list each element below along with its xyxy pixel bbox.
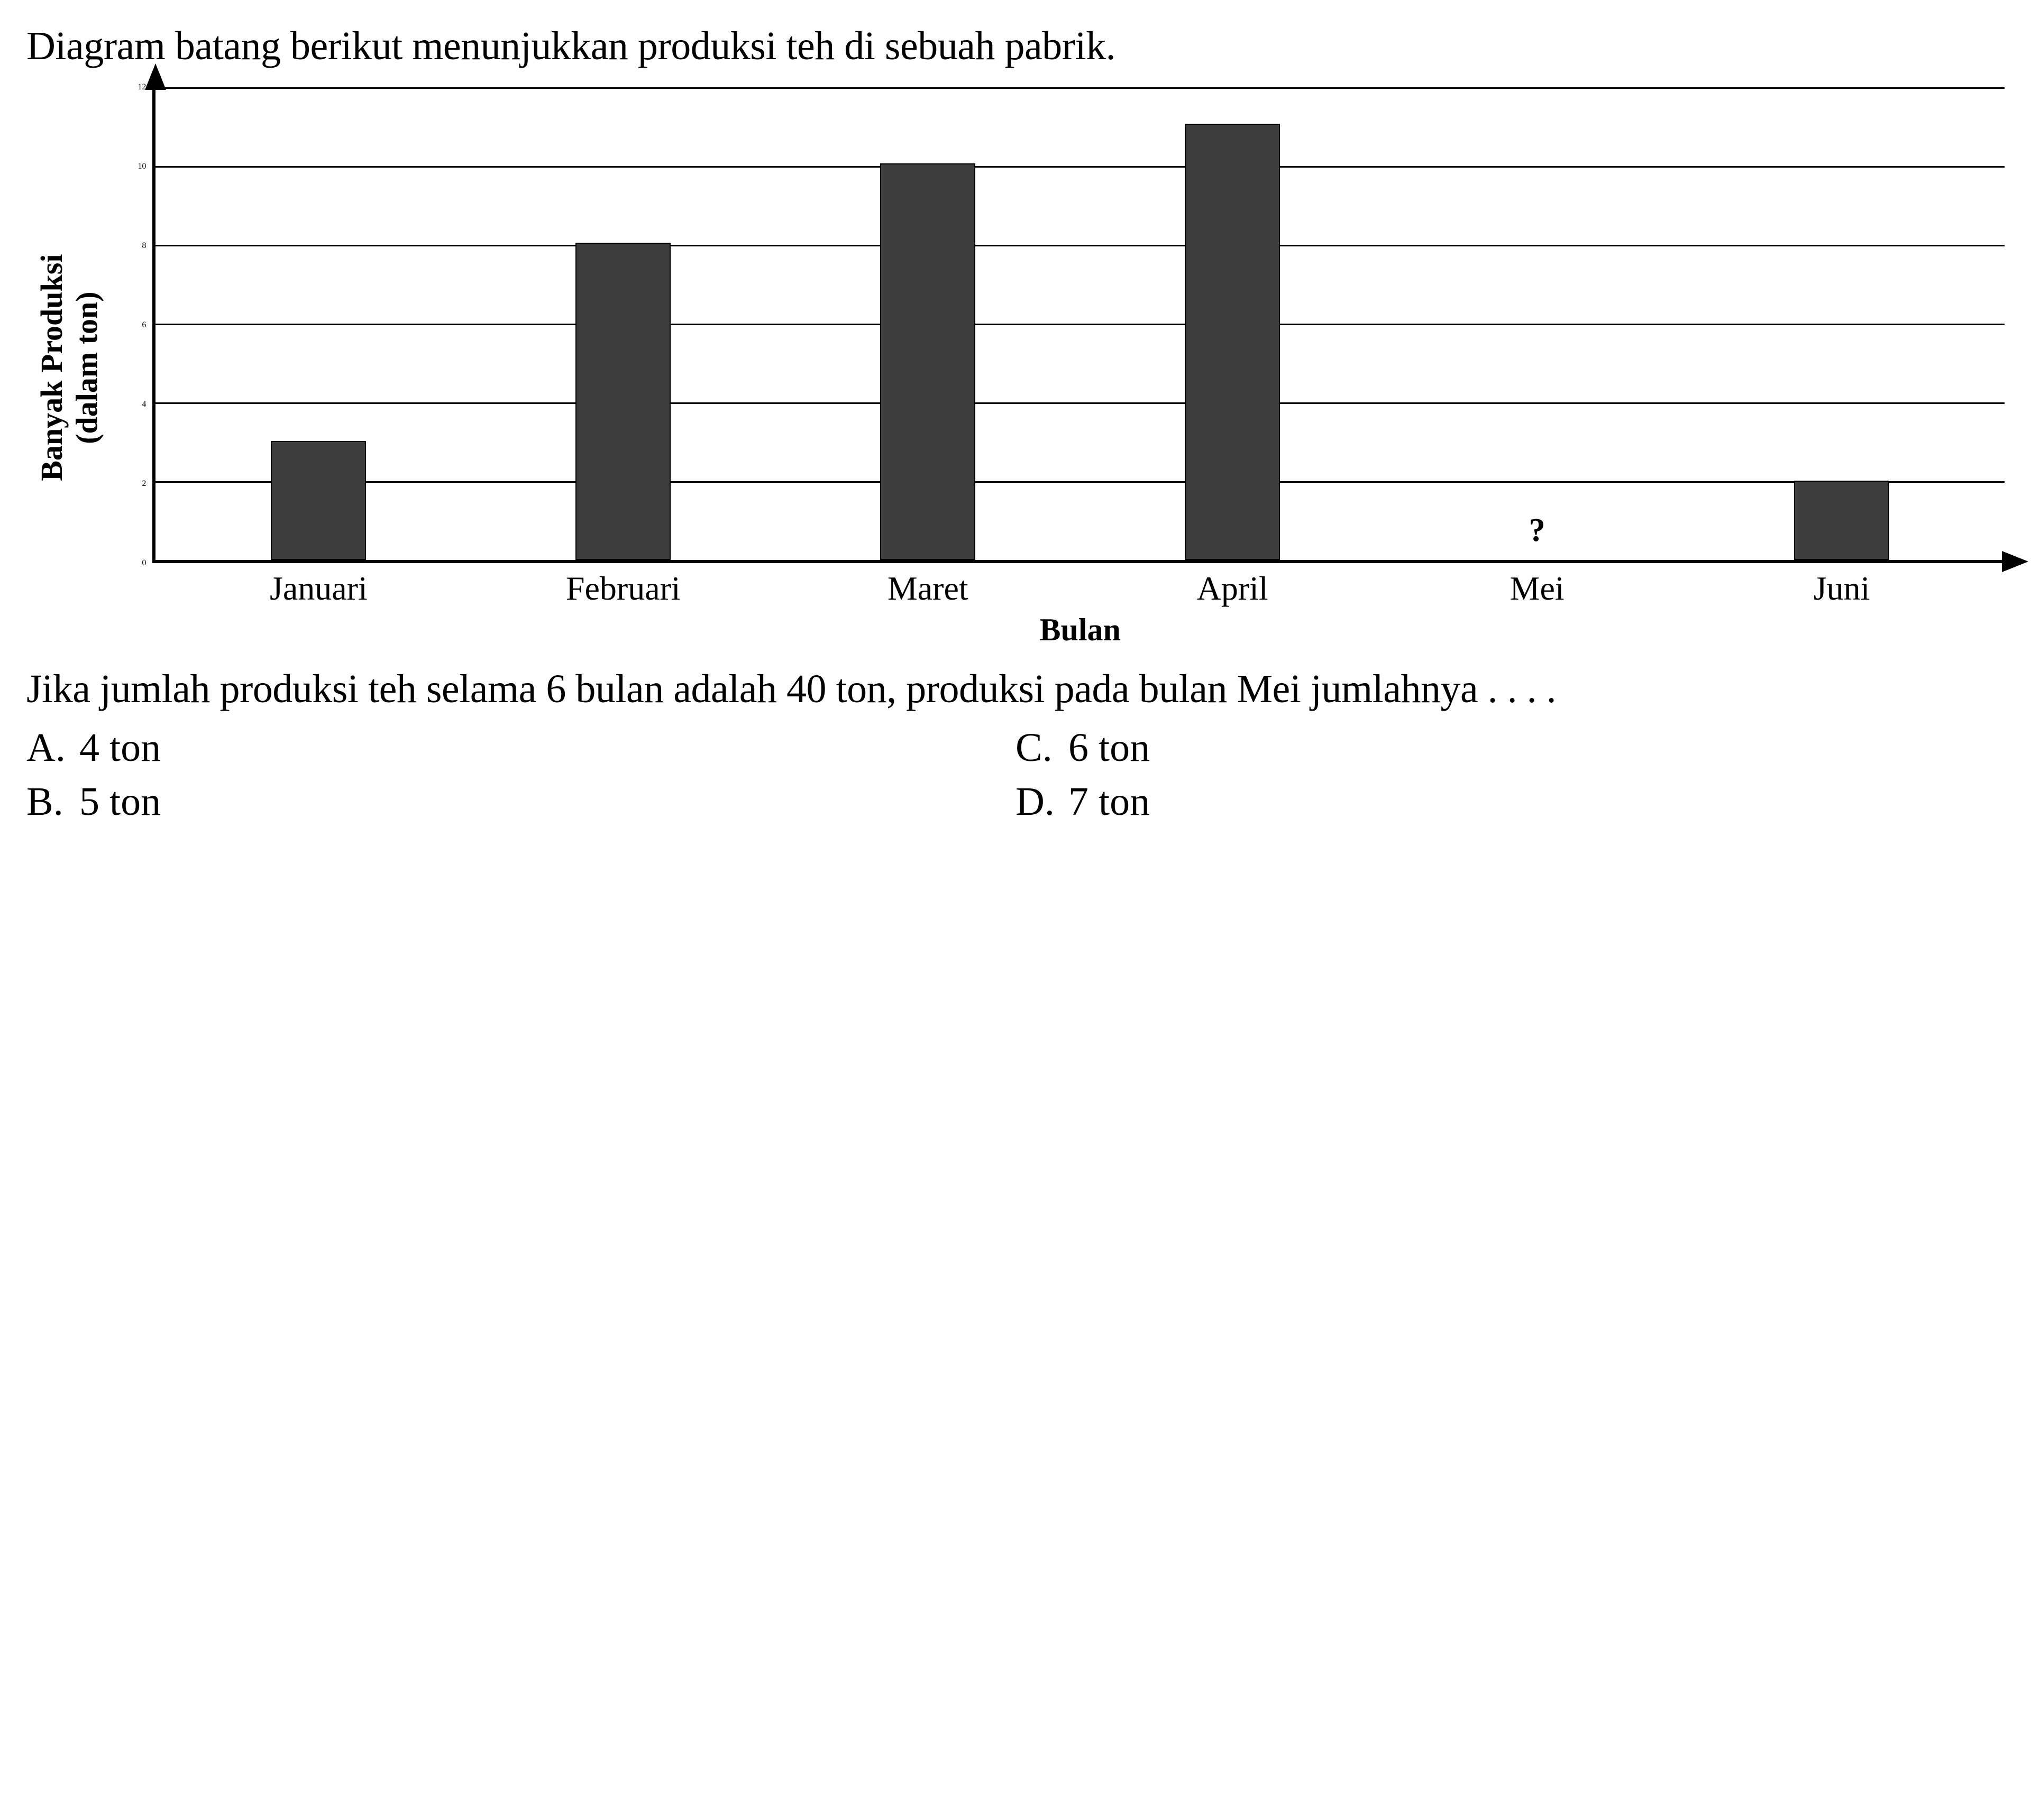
x-tick-label: April (1104, 568, 1360, 609)
option-a-letter: A. (26, 721, 79, 775)
option-a: A. 4 ton (26, 721, 1016, 775)
bar (880, 163, 975, 560)
y-tick-label: 4 (142, 400, 146, 409)
question-followup: Jika jumlah produksi teh selama 6 bulan … (26, 664, 2005, 714)
answer-options: A. 4 ton C. 6 ton B. 5 ton D. 7 ton (26, 721, 2005, 829)
option-a-text: 4 ton (79, 721, 161, 775)
bar-slot (495, 87, 751, 560)
bar (271, 441, 366, 560)
bar (1185, 124, 1280, 560)
option-b-text: 5 ton (79, 775, 161, 829)
x-tick-label: Mei (1409, 568, 1665, 609)
y-tick-label: 6 (142, 321, 146, 329)
bar-slot (1104, 87, 1360, 560)
bar-chart: Banyak Produksi (dalam ton) 121086420 ? … (26, 87, 2005, 648)
option-c: C. 6 ton (1016, 721, 2005, 775)
y-tick-label: 2 (142, 480, 146, 488)
y-tick-label: 0 (142, 559, 146, 567)
x-tick-label: Maret (800, 568, 1056, 609)
x-axis-arrow-icon (2002, 551, 2028, 572)
y-axis-label-line2: (dalam ton) (70, 291, 104, 444)
option-b: B. 5 ton (26, 775, 1016, 829)
bar (1794, 481, 1889, 560)
x-tick-label: Februari (495, 568, 751, 609)
y-tick-label: 8 (142, 242, 146, 250)
option-c-text: 6 ton (1068, 721, 1150, 775)
y-tick-label: 10 (138, 162, 146, 171)
y-axis-label-line1: Banyak Produksi (34, 254, 69, 481)
bar-slot (190, 87, 446, 560)
bar (575, 243, 671, 560)
x-tick-label: Juni (1714, 568, 1970, 609)
y-axis-arrow-icon (145, 63, 166, 90)
y-axis-label: Banyak Produksi (dalam ton) (26, 87, 105, 648)
bar-slot (1714, 87, 1970, 560)
option-c-letter: C. (1016, 721, 1068, 775)
x-axis-labels: Januari Februari Maret April Mei Juni (155, 563, 2005, 609)
question-intro: Diagram batang berikut menunjukkan produ… (26, 21, 2005, 71)
y-axis-ticks: 121086420 (105, 87, 152, 563)
option-d: D. 7 ton (1016, 775, 2005, 829)
x-tick-label: Januari (190, 568, 446, 609)
bar-slot: ? (1409, 87, 1665, 560)
option-b-letter: B. (26, 775, 79, 829)
option-d-letter: D. (1016, 775, 1068, 829)
plot-area: ? (152, 87, 2005, 563)
bars-row: ? (155, 87, 2005, 560)
option-d-text: 7 ton (1068, 775, 1150, 829)
bar-slot (800, 87, 1056, 560)
missing-value-marker: ? (1529, 512, 1545, 549)
x-axis-title: Bulan (155, 612, 2005, 648)
